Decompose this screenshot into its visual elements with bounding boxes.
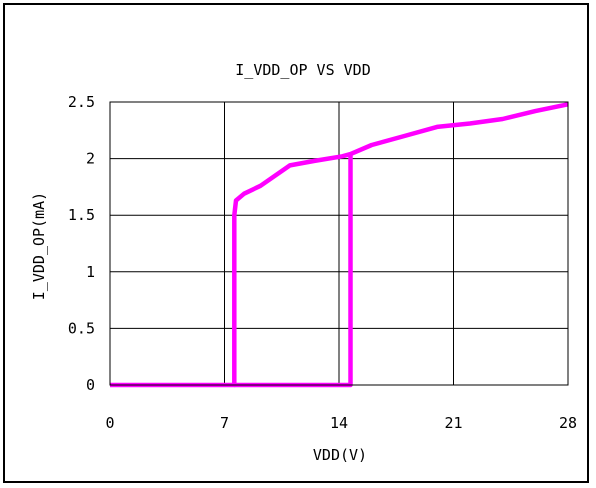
grid-lines: [110, 102, 568, 385]
y-axis-label: I_VDD_OP(mA): [30, 192, 48, 300]
chart-title: I_VDD_OP VS VDD: [235, 61, 370, 79]
y-tick-label: 0: [86, 376, 95, 394]
y-tick-label: 1: [86, 263, 95, 281]
series-line: [110, 102, 569, 388]
x-tick-label: 14: [330, 414, 348, 432]
y-tick-label: 2: [86, 150, 95, 168]
y-tick-label: 0.5: [68, 319, 95, 337]
y-tick-label: 1.5: [68, 206, 95, 224]
y-tick-label: 2.5: [68, 93, 95, 111]
chart-frame: [3, 3, 589, 483]
x-tick-label: 7: [220, 414, 229, 432]
x-tick-label: 0: [105, 414, 114, 432]
x-tick-label: 28: [559, 414, 577, 432]
tick-labels: 0 7 14 21 28 0 0.5 1 1.5 2 2.5: [68, 93, 577, 432]
x-tick-label: 21: [444, 414, 462, 432]
plot-area: [109, 101, 569, 386]
x-axis-label: VDD(V): [313, 446, 367, 464]
